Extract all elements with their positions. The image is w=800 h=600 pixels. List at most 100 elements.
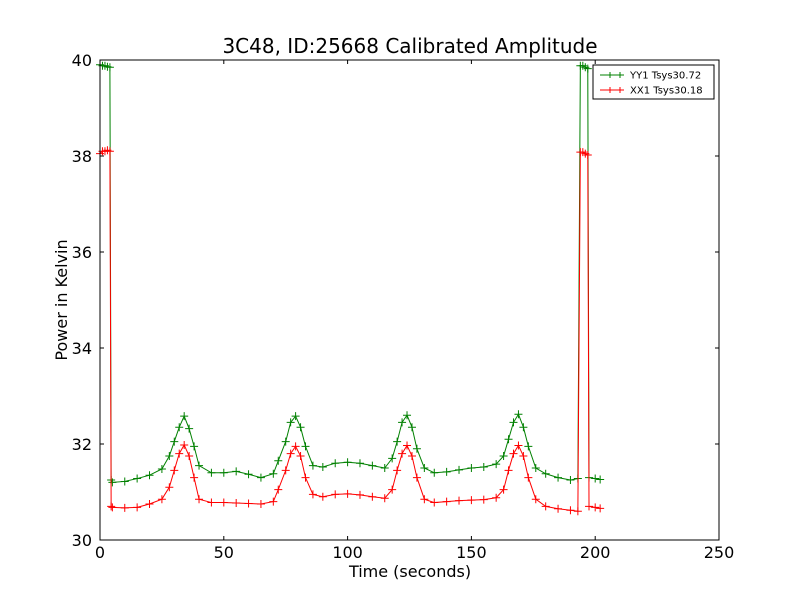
data-point (296, 452, 305, 460)
data-point (108, 478, 117, 487)
data-point (554, 473, 563, 482)
data-point (170, 437, 179, 446)
plot-frame (99, 59, 720, 541)
data-point (412, 473, 421, 482)
data-point (281, 437, 290, 446)
data-point (318, 492, 327, 501)
data-point (281, 466, 290, 475)
data-point (388, 485, 397, 494)
data-point (170, 466, 179, 475)
legend-label-yy1: YY1 Tsys30.72 (629, 71, 701, 82)
legend: YY1 Tsys30.72 XX1 Tsys30.18 (592, 64, 715, 100)
data-point (256, 473, 265, 482)
data-point (157, 464, 166, 473)
legend-item-xx1: XX1 Tsys30.18 (600, 86, 703, 97)
data-point (514, 441, 523, 450)
data-point (296, 423, 305, 432)
data-point (393, 466, 402, 475)
data-point (524, 442, 533, 451)
data-point (479, 495, 488, 504)
data-point (232, 499, 241, 508)
tick-labels-layer: 0 50 100 150 200 250 30 32 34 36 38 40 (72, 51, 735, 562)
data-point (185, 452, 194, 460)
data-point (343, 489, 352, 498)
data-point (596, 475, 605, 484)
data-point (420, 495, 429, 504)
chart-title: 3C48, ID:25668 Calibrated Amplitude (222, 34, 597, 58)
data-point (157, 495, 166, 504)
x-tick-label: 250 (704, 543, 735, 562)
data-point (398, 418, 407, 427)
data-point (301, 442, 310, 451)
data-point (442, 467, 451, 476)
data-point (269, 469, 278, 478)
data-point (407, 423, 416, 432)
data-point (467, 464, 476, 472)
data-point (318, 463, 327, 472)
data-point (190, 473, 199, 482)
data-point (355, 490, 364, 499)
data-point (120, 477, 129, 486)
legend-item-yy1: YY1 Tsys30.72 (600, 71, 701, 82)
data-point (120, 503, 129, 512)
data-point (308, 461, 317, 470)
data-point (442, 497, 451, 506)
data-point (499, 452, 508, 460)
data-point (492, 460, 501, 469)
data-point (190, 442, 199, 451)
data-point (504, 435, 513, 444)
data-point (274, 485, 283, 494)
data-point (165, 452, 174, 460)
data-point (430, 468, 439, 477)
series-line-0 (99, 64, 601, 483)
data-point (331, 490, 340, 499)
data-point (286, 418, 295, 427)
legend-box (592, 64, 715, 100)
data-point (596, 504, 605, 513)
data-point (541, 502, 550, 511)
x-tick-label: 50 (214, 543, 234, 562)
data-point (291, 412, 300, 421)
legend-label-xx1: XX1 Tsys30.18 (630, 86, 703, 97)
data-point (368, 492, 377, 501)
data-point (504, 466, 513, 475)
data-point (244, 499, 253, 508)
data-point (455, 496, 464, 505)
x-tick-label: 150 (456, 543, 487, 562)
data-point (519, 452, 528, 460)
data-point (301, 473, 310, 482)
data-point (531, 464, 540, 472)
legend-marker-xx1-2 (617, 87, 623, 93)
data-point (274, 456, 283, 465)
data-point (583, 64, 592, 73)
data-point (566, 506, 575, 515)
series-line-1 (99, 149, 601, 512)
data-point (286, 449, 295, 458)
data-point (573, 507, 582, 516)
data-point (355, 459, 364, 468)
data-point (207, 498, 216, 507)
series-layer (96, 60, 605, 516)
data-point (393, 437, 402, 446)
data-point (133, 503, 142, 512)
data-point (403, 441, 412, 450)
data-point (509, 449, 518, 458)
data-point (407, 452, 416, 460)
data-point (467, 496, 476, 505)
legend-marker-yy1-2 (617, 72, 623, 78)
y-tick-label: 32 (72, 435, 92, 454)
data-point (368, 461, 377, 470)
data-point (105, 147, 114, 156)
data-point (531, 495, 540, 504)
data-point (499, 485, 508, 494)
data-point (430, 498, 439, 507)
data-point (175, 449, 184, 458)
series-1 (96, 146, 605, 516)
data-point (269, 497, 278, 506)
y-tick-label: 38 (72, 147, 92, 166)
data-point (514, 410, 523, 419)
data-point (380, 494, 389, 503)
data-point (524, 473, 533, 482)
